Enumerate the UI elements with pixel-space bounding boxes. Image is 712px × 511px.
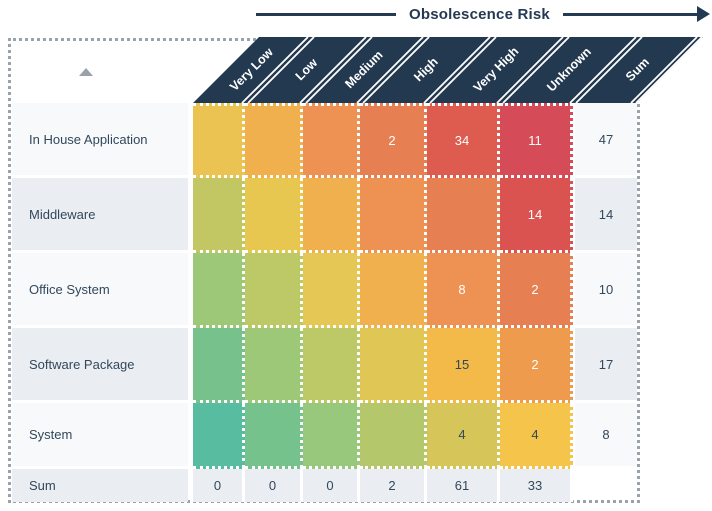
header-separator-line [569,37,637,104]
heatmap-cell[interactable]: 4 [500,403,573,469]
heatmap-cell[interactable]: 11 [500,103,573,178]
row-label: In House Application [12,103,188,178]
heatmap-cell[interactable]: 2 [500,253,573,328]
heatmap-cell[interactable] [245,328,303,403]
header-separator-line [429,37,497,104]
header-separator-line [247,37,315,104]
header-separator-line [635,37,703,104]
matrix-row: Middleware 14 14 [12,178,637,253]
heatmap-cell[interactable]: 8 [427,253,500,328]
heatmap-cell[interactable] [193,253,245,328]
header-separator-line [241,37,309,104]
row-sum-cell: 17 [575,328,637,403]
sum-row-label: Sum [12,469,188,502]
heatmap-cell[interactable]: 15 [427,328,500,403]
column-header-band: Very Low Low Medium High Very High Unknown Sum [193,37,703,104]
header-separator-line [356,37,424,104]
sum-row: Sum 0 0 0 2 61 33 [12,469,637,502]
heatmap-cell[interactable]: 34 [427,103,500,178]
heatmap-cell[interactable]: 4 [427,403,500,469]
heatmap-cell[interactable] [245,253,303,328]
matrix-row: Software Package 15 2 17 [12,328,637,403]
heatmap-cell[interactable] [427,178,500,253]
axis-title: Obsolescence Risk [409,5,550,23]
column-sum-cell: 61 [427,469,500,502]
heatmap-cell[interactable]: 14 [500,178,573,253]
heatmap-cell[interactable] [303,328,360,403]
column-sum-cell: 2 [360,469,427,502]
row-label: Middleware [12,178,188,253]
header-separator-line [362,37,430,104]
heatmap-cell[interactable] [193,178,245,253]
heatmap-cell[interactable] [193,403,245,469]
heatmap-cell[interactable] [193,103,245,178]
risk-axis-header: Obsolescence Risk [256,5,710,23]
sort-ascending-icon[interactable] [79,68,93,76]
row-sum-cell: 14 [575,178,637,253]
header-separator-line [496,37,564,104]
heatmap-cell[interactable] [360,253,427,328]
row-sum-cell: 47 [575,103,637,178]
heatmap-cell[interactable]: 2 [500,328,573,403]
column-sum-cell: 0 [245,469,303,502]
heatmap-cell[interactable]: 2 [360,103,427,178]
header-separator-line [502,37,570,104]
heatmap-cell[interactable] [360,178,427,253]
header-band-shape [193,37,703,103]
matrix-row: System 4 4 8 [12,403,637,469]
heatmap-cell[interactable] [303,403,360,469]
column-sum-cell: 33 [500,469,573,502]
heatmap-cell[interactable] [360,403,427,469]
matrix-row: Office System 8 2 10 [12,253,637,328]
heatmap-cell[interactable] [245,103,303,178]
axis-line-right [562,12,697,16]
header-separator-line [423,37,491,104]
header-separator-line [299,37,367,104]
axis-line-left [256,12,396,16]
row-label: System [12,403,188,469]
row-sum-cell: 8 [575,403,637,469]
heatmap-cell[interactable] [193,328,245,403]
arrow-right-icon [697,6,710,22]
matrix-grid: In House Application 2 34 11 47 Middleware 14 1… [12,103,637,502]
heatmap-cell[interactable] [303,103,360,178]
header-separator-line [575,37,643,104]
column-sum-cell: 0 [303,469,360,502]
row-label: Office System [12,253,188,328]
heatmap-cell[interactable] [245,403,303,469]
header-separator-line [305,37,373,104]
heatmap-cell[interactable] [303,178,360,253]
column-sum-cell: 0 [193,469,245,502]
row-label: Software Package [12,328,188,403]
header-separator-line [630,37,698,104]
row-sum-cell: 10 [575,253,637,328]
heatmap-cell[interactable] [303,253,360,328]
heatmap-cell[interactable] [245,178,303,253]
matrix-row: In House Application 2 34 11 47 [12,103,637,178]
heatmap-cell[interactable] [360,328,427,403]
